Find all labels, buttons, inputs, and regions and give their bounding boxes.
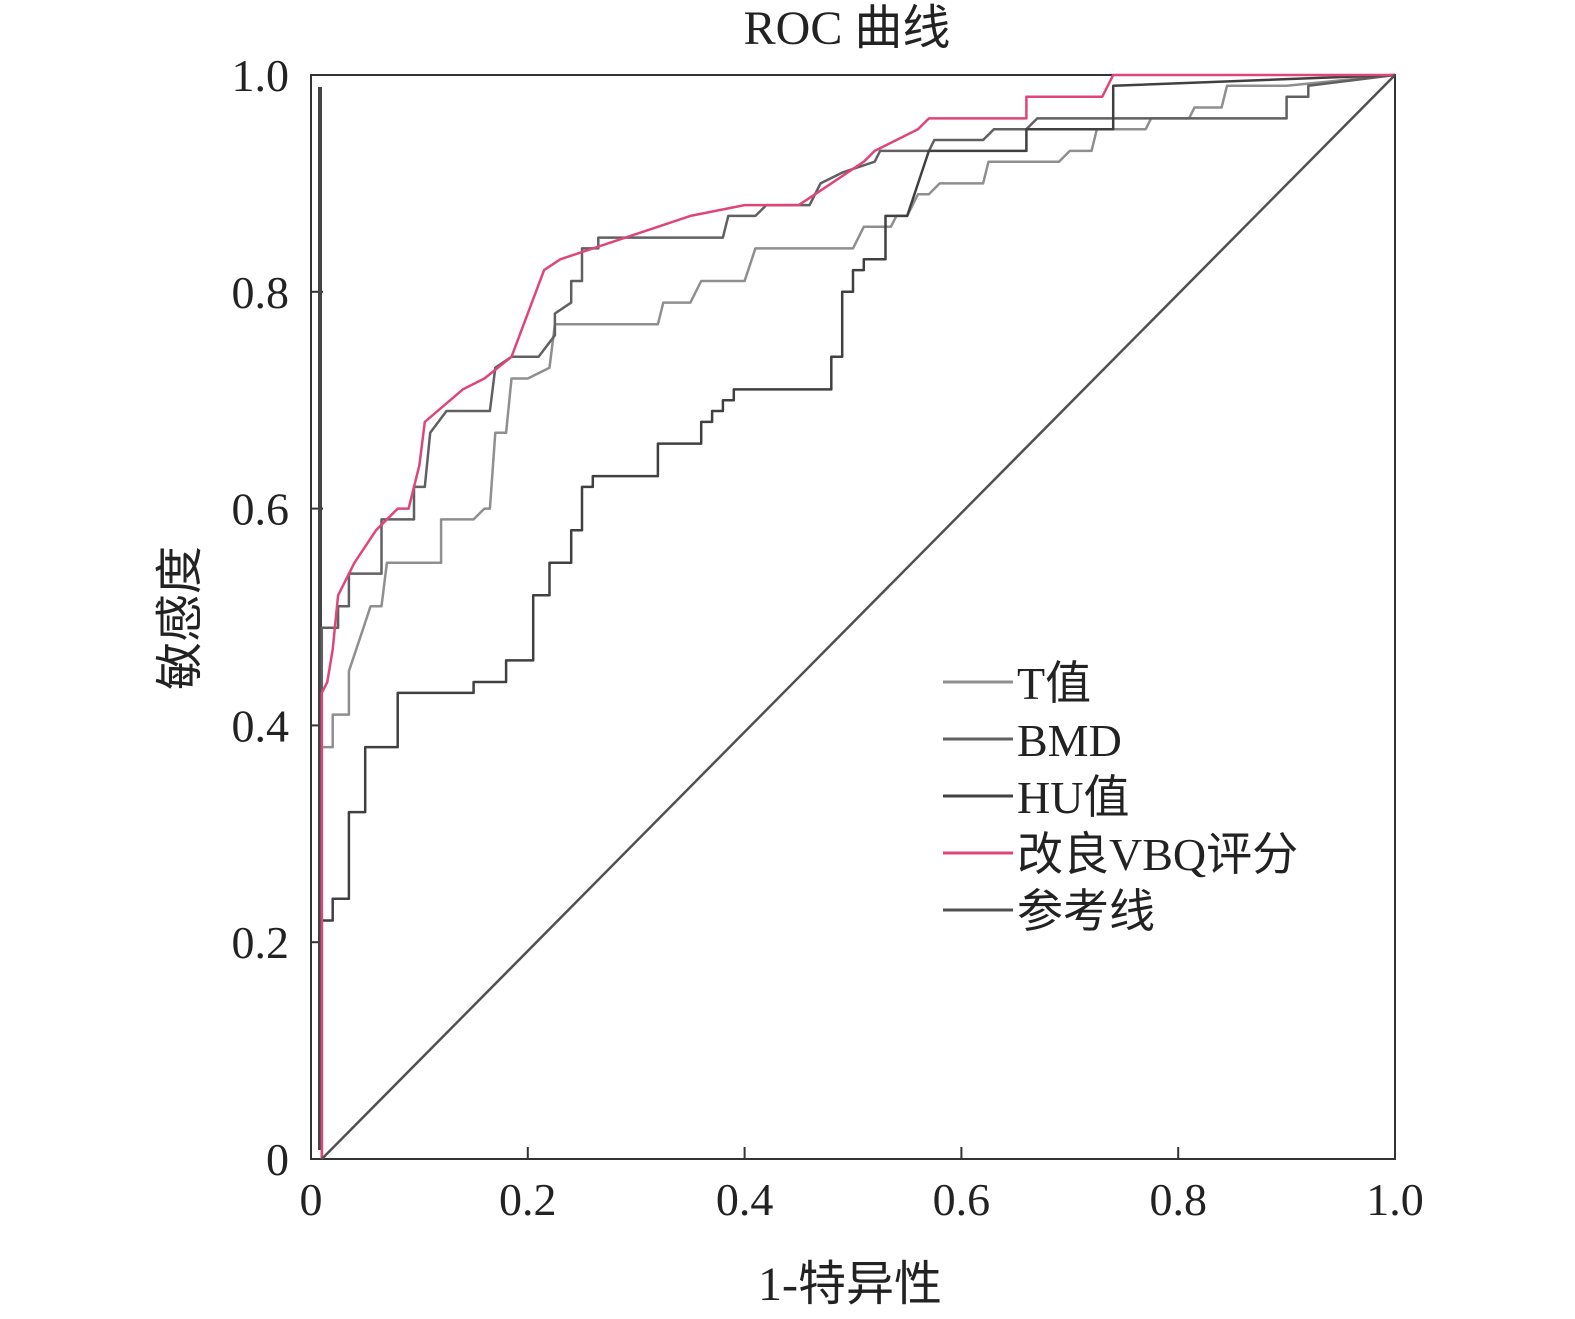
series-line-1 — [320, 73, 1396, 1159]
legend-label: BMD — [1017, 715, 1122, 766]
series-line-2 — [320, 73, 1396, 1159]
y-axis-label: 敏感度 — [154, 546, 207, 690]
series-layer — [320, 73, 1396, 1160]
y-tick-label: 0.2 — [232, 917, 290, 968]
y-tick-label: 0.4 — [232, 700, 290, 751]
y-tick-label: 0 — [266, 1134, 289, 1185]
x-tick-label: 0.2 — [499, 1174, 557, 1225]
y-axis-ticks: 0 0.2 0.4 0.6 0.8 1.0 — [232, 50, 323, 1185]
y-tick-label: 0.6 — [232, 484, 290, 535]
y-tick-label: 0.8 — [232, 267, 290, 318]
y-tick-label: 1.0 — [232, 50, 290, 101]
x-axis-label: 1-特异性 — [758, 1258, 942, 1311]
plot-frame — [310, 74, 1396, 1160]
series-line-4 — [320, 74, 1396, 1160]
series-line-3 — [320, 73, 1395, 1159]
x-tick-label: 0.8 — [1149, 1174, 1207, 1225]
chart-title: ROC 曲线 — [744, 2, 951, 55]
legend-label: HU值 — [1017, 772, 1129, 823]
x-tick-label: 1.0 — [1366, 1174, 1424, 1225]
legend-label: 改良VBQ评分 — [1017, 829, 1298, 880]
legend-label: T值 — [1017, 658, 1091, 709]
x-axis-ticks: 0 0.2 0.4 0.6 0.8 1.0 — [300, 1147, 1424, 1225]
x-tick-label: 0.4 — [716, 1174, 774, 1225]
x-tick-label: 0 — [300, 1174, 323, 1225]
legend-label: 参考线 — [1017, 886, 1155, 937]
x-tick-label: 0.6 — [933, 1174, 991, 1225]
